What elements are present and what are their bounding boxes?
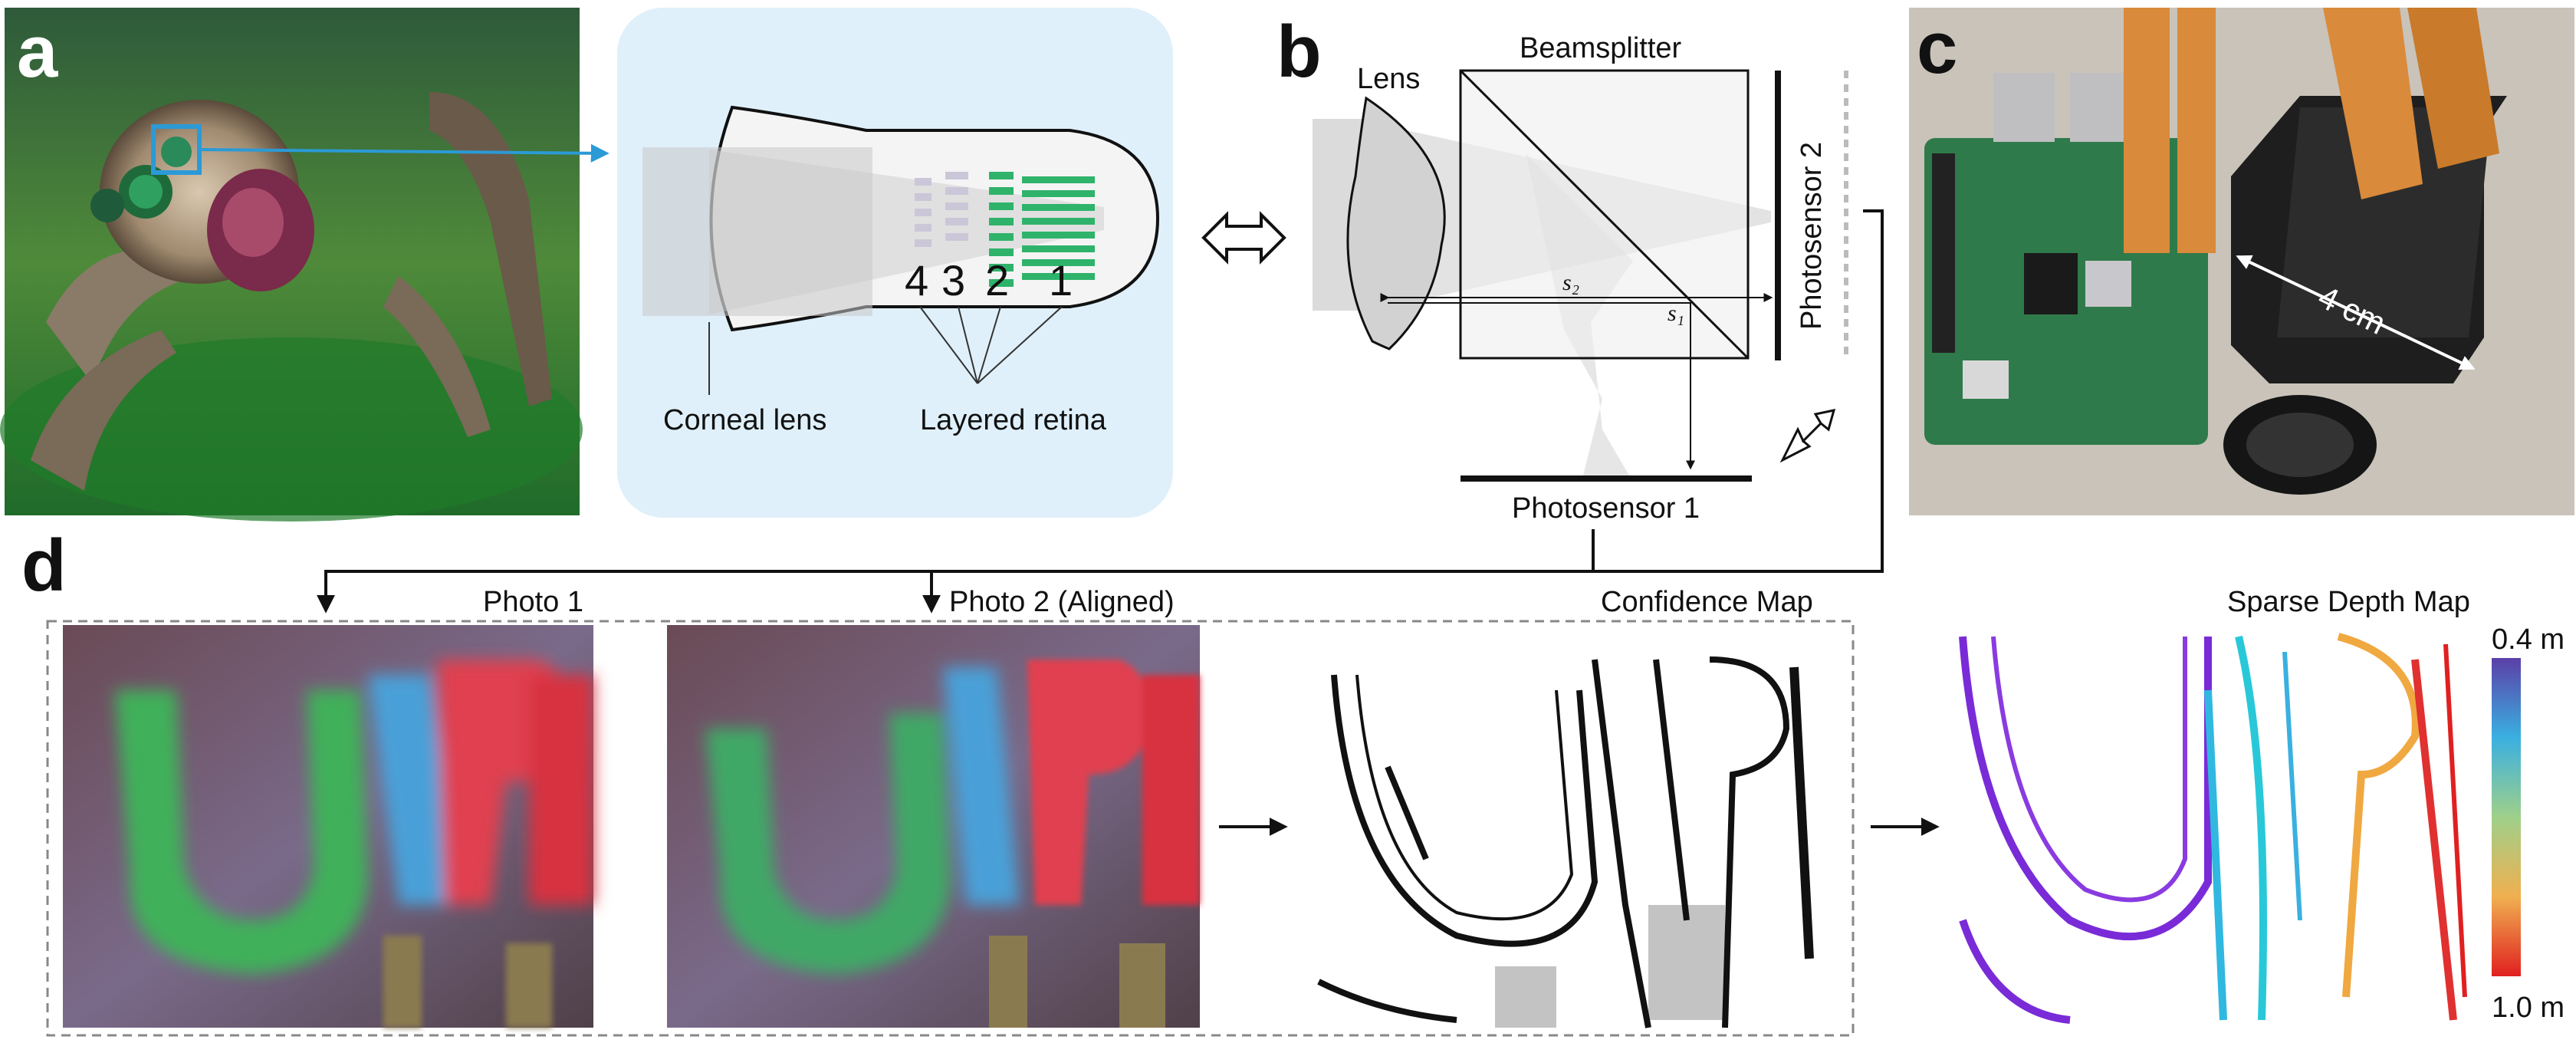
beamsplitter-diagonal xyxy=(1459,69,1750,360)
retina-layer-4 xyxy=(915,178,932,247)
photo-1 xyxy=(63,625,593,1028)
photosensor-2-label: Photosensor 2 xyxy=(1796,142,1828,330)
photo-1-label: Photo 1 xyxy=(483,586,583,618)
retina-layer-3 xyxy=(945,172,968,241)
panel-letter-b: b xyxy=(1276,11,1322,93)
s2-label: s₂ xyxy=(1562,270,1579,295)
spider-photo xyxy=(0,8,583,522)
dimension-arrow xyxy=(2236,255,2476,370)
retina-layer-2 xyxy=(989,172,1014,287)
data-flow-connectors xyxy=(317,209,1940,836)
sparse-depth-map-label: Sparse Depth Map xyxy=(2227,586,2470,618)
colorbar-bottom-label: 1.0 m xyxy=(2492,992,2564,1024)
panel-a: a 4 3 2 1 xyxy=(0,8,1286,522)
hardware-photo xyxy=(1909,8,2574,515)
sensor-move-arrow xyxy=(1779,409,1836,463)
corneal-lens-label: Corneal lens xyxy=(663,404,826,436)
panel-letter-d: d xyxy=(21,525,67,607)
panel-d: d Photo 1 xyxy=(21,525,2564,1037)
retina-label-4: 4 xyxy=(905,256,928,304)
eye-schematic: 4 3 2 1 Corneal lens Layered retina xyxy=(617,8,1173,518)
s1-label: s₁ xyxy=(1668,301,1684,326)
depth-colorbar xyxy=(2492,658,2521,976)
panel-c: c 4 cm xyxy=(1909,7,2574,515)
photosensor-2-bar xyxy=(1775,71,1781,360)
photo-2-label: Photo 2 (Aligned) xyxy=(949,586,1175,618)
retina-leaders xyxy=(919,306,1063,384)
distance-s1 xyxy=(1388,302,1695,470)
confidence-map xyxy=(1303,625,1836,1028)
retina-label-2: 2 xyxy=(985,256,1009,304)
retina-label-1: 1 xyxy=(1049,256,1073,304)
zoom-arrow xyxy=(199,143,610,163)
input-group-frame xyxy=(46,620,1855,1037)
incoming-beam xyxy=(642,147,872,316)
focused-cone xyxy=(709,150,1104,314)
beamsplitter-label: Beamsplitter xyxy=(1520,32,1682,64)
panel-letter-c: c xyxy=(1917,7,1957,89)
panel-letter-a: a xyxy=(17,11,58,93)
photosensor-1-label: Photosensor 1 xyxy=(1512,492,1700,525)
lens-shape xyxy=(1346,96,1446,350)
retina-label-3: 3 xyxy=(941,256,965,304)
sparse-depth-map xyxy=(1951,625,2472,1028)
confidence-map-label: Confidence Map xyxy=(1601,586,1813,618)
retina-layer-1 xyxy=(1022,176,1095,280)
photo-2-aligned xyxy=(667,625,1200,1028)
lens-label: Lens xyxy=(1357,63,1420,95)
photosensor-1-bar xyxy=(1460,475,1752,482)
double-arrow-ab xyxy=(1201,211,1286,265)
layered-retina-label: Layered retina xyxy=(920,404,1107,436)
colorbar-top-label: 0.4 m xyxy=(2492,623,2564,656)
panel-b: b Lens Beamsplitter Photosensor 2 Photos… xyxy=(1276,11,1848,525)
